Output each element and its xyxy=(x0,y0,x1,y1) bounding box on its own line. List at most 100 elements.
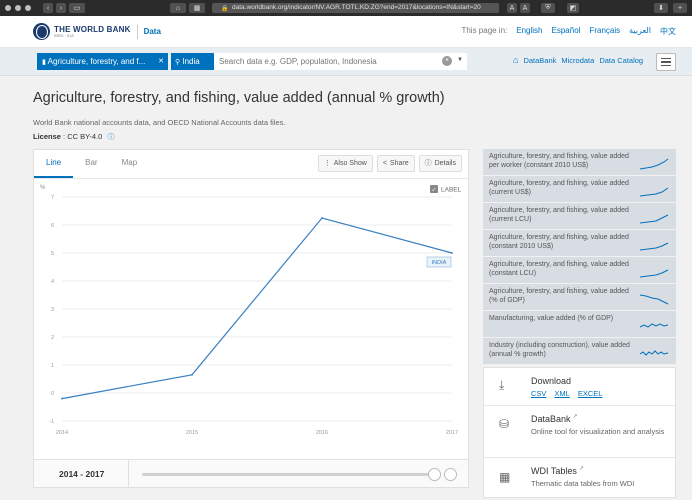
year-range-label: 2014 - 2017 xyxy=(59,469,105,479)
data-point[interactable] xyxy=(321,217,323,219)
forward-icon[interactable]: › xyxy=(56,3,66,13)
slider-handle-end[interactable] xyxy=(444,468,457,481)
related-indicator-label: Agriculture, forestry, and fishing, valu… xyxy=(489,288,629,304)
shield-icon[interactable]: ⛨ xyxy=(541,3,555,13)
remove-indicator-icon[interactable]: ✕ xyxy=(158,58,164,65)
related-indicator-label: Industry (including construction), value… xyxy=(489,342,630,358)
indicator-tag-label: Agriculture, forestry, and f... xyxy=(47,57,146,66)
country-tag[interactable]: ⚲ India xyxy=(171,53,214,70)
sparkline-icon xyxy=(639,158,669,170)
browser-toolbar: ‹ › ▭ ⌂ ▦ 🔒 data.worldbank.org/indicator… xyxy=(0,0,692,16)
info-icon[interactable]: ⓘ xyxy=(107,134,115,141)
share-button[interactable]: < Share xyxy=(376,155,415,172)
license-line: License : CC BY-4.0 ⓘ xyxy=(33,132,114,142)
line-chart: % ✓ LABEL 7 6 5 4 3 2 1 0 -1 2014 2015 2016 2017 IN… xyxy=(40,185,462,436)
url-text: data.worldbank.org/indicator/NV.AGR.TOTL… xyxy=(232,4,481,11)
home-nav-icon[interactable]: ⌂ xyxy=(513,55,519,65)
back-icon[interactable]: ‹ xyxy=(43,3,53,13)
related-indicator-label: Agriculture, forestry, and fishing, valu… xyxy=(489,234,629,250)
label-toggle-text: LABEL xyxy=(441,187,462,194)
table-icon: ▦ xyxy=(499,470,511,484)
related-indicator-label: Agriculture, forestry, and fishing, valu… xyxy=(489,153,629,169)
reader-text-large-icon[interactable]: A xyxy=(520,3,530,13)
license-value: : CC BY-4.0 xyxy=(63,132,103,141)
related-indicator-item[interactable]: Agriculture, forestry, and fishing, valu… xyxy=(483,257,676,283)
slider-handle-start[interactable] xyxy=(428,468,441,481)
related-indicator-item[interactable]: Agriculture, forestry, and fishing, valu… xyxy=(483,284,676,310)
data-point[interactable] xyxy=(191,373,193,376)
tab-line[interactable]: Line xyxy=(34,150,74,178)
label-toggle[interactable]: ✓ LABEL xyxy=(430,185,462,194)
related-indicator-label: Manufacturing, value added (% of GDP) xyxy=(489,315,614,322)
filter-bar: ▮ Agriculture, forestry, and f... ✕ ⚲ In… xyxy=(0,48,692,76)
download-title: Download xyxy=(531,376,572,386)
nav-microdata[interactable]: Microdata xyxy=(561,56,595,65)
lock-icon: 🔒 xyxy=(221,6,229,12)
location-pin-icon: ⚲ xyxy=(175,59,181,66)
nav-data-catalog[interactable]: Data Catalog xyxy=(599,56,644,65)
related-indicator-item[interactable]: Agriculture, forestry, and fishing, valu… xyxy=(483,176,676,202)
also-show-button[interactable]: ⋮ Also Show xyxy=(317,155,373,172)
wdi-section[interactable]: ▦ WDI Tables ↗ Thematic data tables from … xyxy=(484,458,675,498)
language-english[interactable]: English xyxy=(516,26,543,35)
data-point[interactable] xyxy=(61,397,63,400)
sparkline-icon xyxy=(639,323,669,328)
add-tab-icon[interactable]: + xyxy=(673,3,687,13)
external-link-icon: ↗ xyxy=(578,466,584,472)
sparkline-icon xyxy=(639,187,669,197)
country-tag-label: India xyxy=(182,57,200,66)
world-bank-logo[interactable]: THE WORLD BANK IBRD · IDA Data xyxy=(33,23,161,40)
y-tick-label: 1 xyxy=(51,363,54,369)
tab-bar[interactable]: Bar xyxy=(85,158,98,167)
wdi-tables-link[interactable]: WDI Tables ↗ xyxy=(531,466,584,476)
indicator-tag[interactable]: ▮ Agriculture, forestry, and f... ✕ xyxy=(37,53,168,70)
related-indicator-item[interactable]: Industry (including construction), value… xyxy=(483,338,676,364)
related-indicator-item[interactable]: Agriculture, forestry, and fishing, valu… xyxy=(483,149,676,175)
download-csv-link[interactable]: CSV xyxy=(531,389,547,398)
page-subtitle: World Bank national accounts data, and O… xyxy=(33,118,286,127)
checkbox-icon[interactable] xyxy=(430,185,438,193)
logo-title: THE WORLD BANK xyxy=(54,24,131,34)
url-bar[interactable]: 🔒 data.worldbank.org/indicator/NV.AGR.TO… xyxy=(212,3,499,13)
language-arabic[interactable]: العربية xyxy=(629,26,651,35)
download-formats: CSV XML EXCEL xyxy=(531,389,602,398)
y-tick-label: 0 xyxy=(51,391,54,397)
svg-text:✓: ✓ xyxy=(432,187,437,194)
y-tick-label: 4 xyxy=(51,279,54,285)
download-xml-link[interactable]: XML xyxy=(554,389,570,398)
grid-icon[interactable]: ▦ xyxy=(189,3,205,13)
tab-map[interactable]: Map xyxy=(121,158,138,167)
extension-icon[interactable]: ◩ xyxy=(567,3,579,13)
language-label: This page in: xyxy=(461,26,508,35)
y-tick-label: -1 xyxy=(49,419,54,425)
details-button[interactable]: ⓘ Details xyxy=(418,155,462,172)
year-range-slider[interactable] xyxy=(142,473,432,476)
chevron-down-icon[interactable]: ▼ xyxy=(457,57,463,63)
details-info-icon: ⓘ xyxy=(424,160,432,167)
related-indicator-item[interactable]: Agriculture, forestry, and fishing, valu… xyxy=(483,203,676,229)
language-chinese[interactable]: 中文 xyxy=(660,27,676,36)
databank-section[interactable]: ⛁ DataBank ↗ Online tool for visualizatio… xyxy=(484,406,675,458)
search-input[interactable] xyxy=(214,53,467,70)
external-link-icon: ↗ xyxy=(572,414,578,420)
data-nav: ⌂ DataBank Microdata Data Catalog xyxy=(513,55,644,66)
series-line[interactable] xyxy=(61,217,453,400)
language-spanish[interactable]: Español xyxy=(551,26,581,35)
reader-text-small-icon[interactable]: A xyxy=(507,3,517,13)
clear-search-icon[interactable]: × xyxy=(442,56,452,66)
download-icon[interactable]: ⬇ xyxy=(654,3,668,13)
y-axis-label: % xyxy=(40,185,46,191)
sidebar-icon[interactable]: ▭ xyxy=(69,3,85,13)
download-excel-link[interactable]: EXCEL xyxy=(577,389,603,398)
menu-icon[interactable] xyxy=(656,53,676,71)
nav-databank[interactable]: DataBank xyxy=(523,56,557,65)
language-french[interactable]: Français xyxy=(589,26,621,35)
related-indicator-item[interactable]: Agriculture, forestry, and fishing, valu… xyxy=(483,230,676,256)
logo-section[interactable]: Data xyxy=(143,27,161,36)
window-controls[interactable] xyxy=(5,5,31,11)
home-icon[interactable]: ⌂ xyxy=(170,3,186,13)
databank-link[interactable]: DataBank ↗ xyxy=(531,414,578,424)
data-point[interactable] xyxy=(451,252,453,254)
y-tick-label: 6 xyxy=(51,223,54,229)
related-indicator-item[interactable]: Manufacturing, value added (% of GDP) xyxy=(483,311,676,337)
